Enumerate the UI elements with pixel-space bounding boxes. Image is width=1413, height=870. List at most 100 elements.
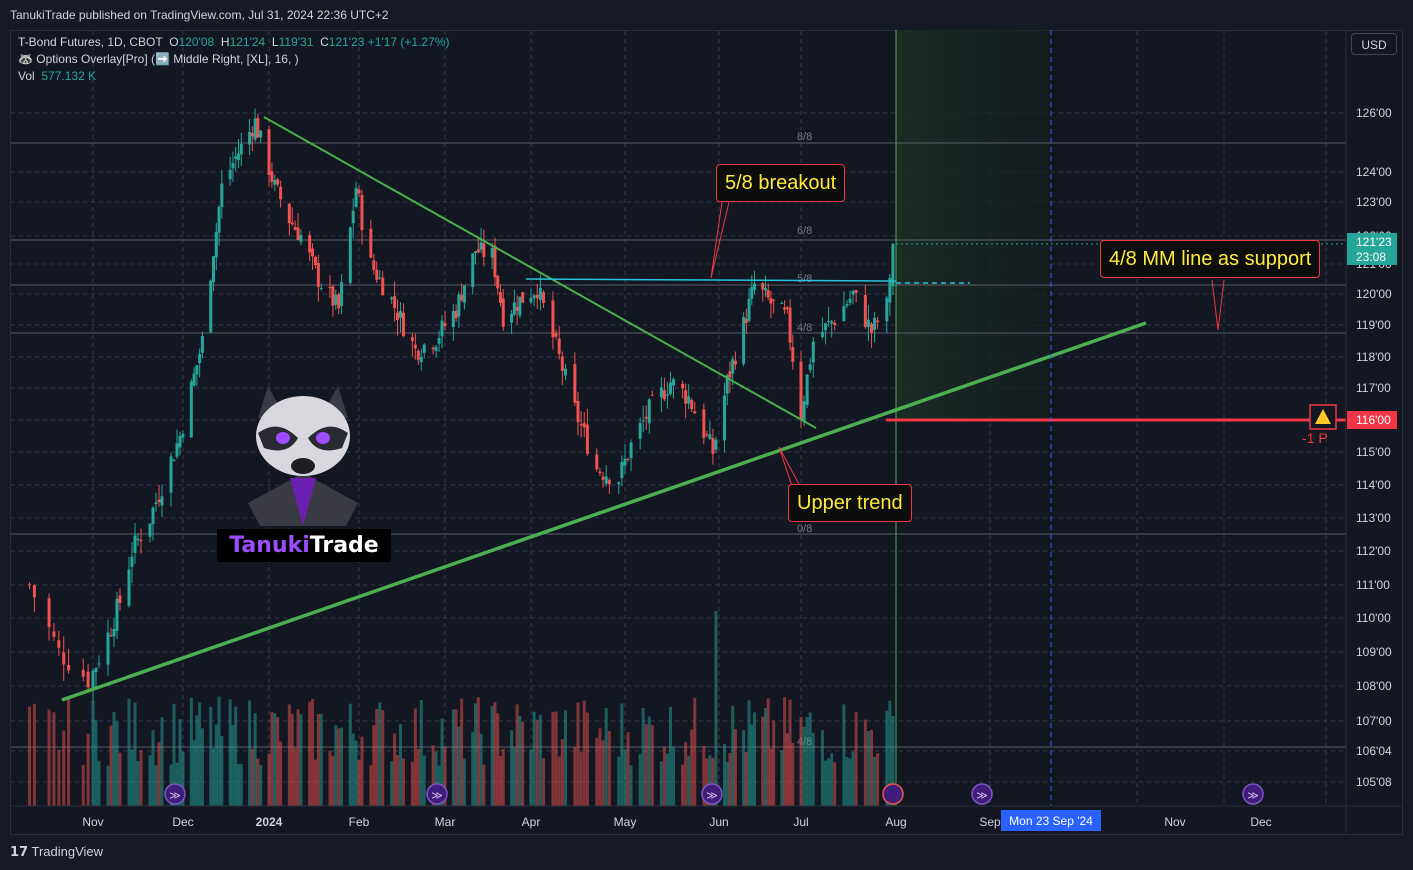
volume-bar <box>198 702 202 806</box>
volume-bar <box>512 747 516 806</box>
candle-body <box>94 668 98 673</box>
volume-bar <box>690 729 694 806</box>
publish-header: TanukiTrade published on TradingView.com… <box>0 0 1413 30</box>
volume-bar <box>375 709 379 806</box>
candle-body <box>192 373 196 386</box>
candle-body <box>313 256 317 265</box>
annotation-support[interactable]: 4/8 MM line as support <box>1100 240 1321 278</box>
volume-bar <box>106 765 110 806</box>
volume-bar <box>595 737 599 806</box>
volume-bar <box>378 702 382 806</box>
volume-bar <box>178 719 182 806</box>
candle-body <box>851 290 855 295</box>
currency-button[interactable]: USD <box>1351 33 1397 55</box>
x-tick-label: 2024 <box>256 815 283 829</box>
candle-body <box>360 194 364 230</box>
volume-bar <box>659 761 663 806</box>
options-event-glyph: ≫ <box>706 789 718 802</box>
candle-body <box>112 629 116 637</box>
volume-bar <box>357 760 361 806</box>
volume-bar <box>551 711 555 806</box>
volume-bar <box>785 733 789 806</box>
annotation-trend[interactable]: Upper trend <box>788 484 912 522</box>
volume-bar <box>47 709 51 806</box>
options-event-icon <box>164 783 186 805</box>
volume-bar <box>598 728 602 806</box>
footer-brand[interactable]: 𝟭𝟳 TradingView <box>10 844 103 860</box>
volume-bar <box>460 698 464 806</box>
y-tick-label: 114'00 <box>1356 478 1391 492</box>
volume-bar <box>529 749 533 806</box>
volume-bar <box>585 712 589 806</box>
volume-bar <box>451 709 455 806</box>
volume-bar <box>802 726 806 806</box>
volume-bar <box>127 698 131 806</box>
legend-close: 121'23 <box>328 35 365 49</box>
volume-bar <box>416 748 420 806</box>
volume-bar <box>419 700 423 806</box>
candle-body <box>287 203 291 224</box>
candle-body <box>97 663 101 665</box>
volume-bar <box>725 761 729 806</box>
candle-body <box>396 312 400 321</box>
volume-bar <box>501 748 505 806</box>
candle-body <box>422 344 426 353</box>
candle-body <box>598 471 602 474</box>
breakout-line <box>525 278 897 282</box>
candle-body <box>357 189 361 194</box>
candle-body <box>869 323 873 334</box>
volume-bar <box>851 751 855 806</box>
candle-body <box>780 303 784 305</box>
candle-body <box>440 320 444 337</box>
volume-bar <box>351 733 355 806</box>
volume-bar <box>52 712 56 806</box>
volume-bar <box>94 719 98 806</box>
volume-bar <box>711 757 715 806</box>
candle-body <box>769 298 773 304</box>
volume-bar <box>253 713 257 806</box>
volume-bar <box>454 709 458 806</box>
candle-body <box>369 228 373 258</box>
murrey-label: 8/8 <box>797 131 812 143</box>
volume-bar <box>109 725 113 806</box>
candle-body <box>57 640 61 648</box>
y-tick-label: 120'00 <box>1356 287 1392 301</box>
candle-body <box>399 311 403 318</box>
candle-body <box>833 322 837 325</box>
candle-body <box>457 294 461 317</box>
volume-bar <box>833 762 837 806</box>
candle-body <box>601 476 605 480</box>
upward-trendline <box>61 321 1147 702</box>
legend-line-3: Vol 577.132 K <box>18 69 96 83</box>
candle-body <box>47 598 51 628</box>
candle-body <box>595 454 599 470</box>
volume-bar <box>28 706 32 806</box>
volume-value: 577.132 K <box>41 69 97 83</box>
candle-body <box>708 434 712 439</box>
candle-body <box>293 227 297 230</box>
candle-body <box>848 298 852 303</box>
candle-body <box>209 280 213 333</box>
volume-bar <box>576 702 580 806</box>
candle-body <box>681 383 685 389</box>
candle-body <box>510 313 514 323</box>
candle-body <box>820 331 824 337</box>
candle-body <box>733 360 737 365</box>
logo-wordmark: TanukiTrade <box>217 529 391 562</box>
candle-body <box>891 243 895 287</box>
candle-body <box>788 307 792 343</box>
candle-body <box>647 399 651 424</box>
candle-body <box>331 286 335 306</box>
volume-bar <box>811 732 815 806</box>
legend-line-2[interactable]: 🦝 Options Overlay[Pro] (➡️ Middle Right,… <box>18 52 299 66</box>
volume-bar <box>396 755 400 806</box>
candles <box>28 108 895 703</box>
volume-bar <box>510 730 514 806</box>
candle-body <box>873 317 877 330</box>
candle-body <box>130 556 134 567</box>
indicator-label[interactable]: 🦝 Options Overlay[Pro] (➡️ Middle Right,… <box>18 52 299 66</box>
candle-body <box>554 333 558 337</box>
annotation-breakout[interactable]: 5/8 breakout <box>716 164 846 202</box>
volume-bar <box>783 697 787 806</box>
